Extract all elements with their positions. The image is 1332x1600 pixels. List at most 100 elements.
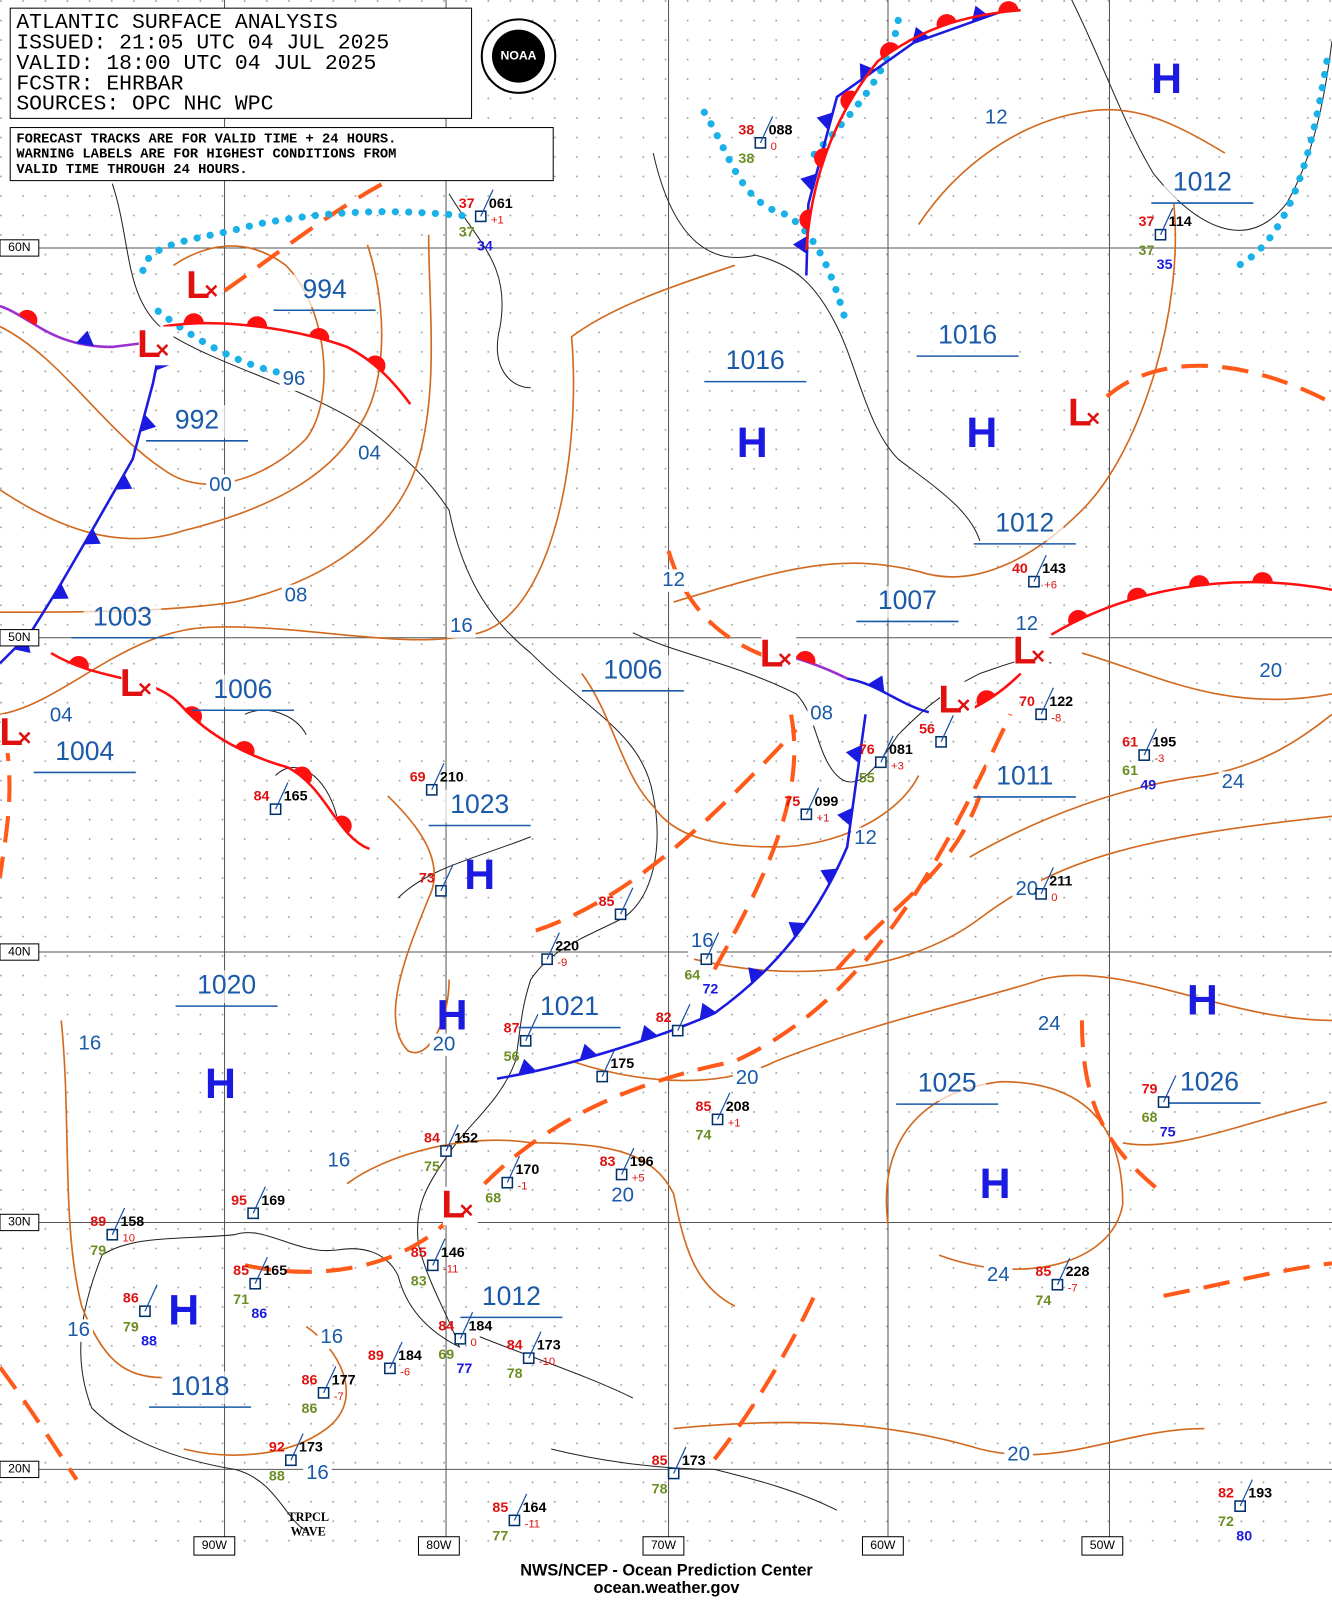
low-center: L — [938, 678, 962, 721]
label-backdrop — [868, 585, 947, 619]
logo-text: NOAA — [500, 48, 536, 62]
station-pressure: 211 — [1049, 873, 1072, 889]
front-pip-semicircle — [335, 815, 352, 834]
isobar-label: 24 — [1038, 1013, 1061, 1035]
wind-barb — [1040, 867, 1054, 895]
lon-label: 70W — [651, 1538, 677, 1552]
wind-barb — [513, 1493, 528, 1521]
station-dewpoint: 78 — [507, 1366, 523, 1382]
lat-label: 60N — [8, 240, 30, 254]
station-temperature: 82 — [656, 1010, 672, 1026]
station-tendency: -10 — [539, 1356, 555, 1368]
lat-label-box — [0, 239, 40, 257]
front-pip-triangle — [820, 868, 838, 885]
wind-barb — [323, 1366, 337, 1394]
isobar-label: 20 — [736, 1067, 759, 1089]
label-backdrop — [472, 1281, 551, 1315]
lat-label: 20N — [8, 1462, 30, 1476]
note-line: VALID TIME THROUGH 24 HOURS. — [16, 163, 247, 178]
pressure-label: 1018 — [171, 1371, 230, 1401]
wind-barb — [254, 1256, 268, 1284]
isobar-label: 04 — [358, 442, 381, 464]
station-dewpoint: 68 — [1142, 1110, 1158, 1126]
label-backdrop — [608, 1184, 637, 1208]
lat-label-box — [0, 1460, 40, 1479]
front-pip-semicircle — [840, 90, 856, 110]
front-pip-semicircle — [1068, 610, 1088, 625]
station-pressure: 122 — [1049, 694, 1073, 710]
low-center: L — [1068, 392, 1092, 435]
label-backdrop — [981, 107, 1011, 130]
station-wave-height: 88 — [141, 1334, 157, 1350]
wind-barb — [252, 1186, 266, 1214]
warm-front — [163, 321, 412, 405]
pressure-label: 1003 — [93, 601, 152, 631]
station-dewpoint: 71 — [233, 1292, 249, 1308]
wind-barb — [431, 763, 445, 791]
station-temperature: 56 — [919, 721, 935, 737]
ice-edge — [139, 16, 1331, 380]
station-pressure: 208 — [726, 1099, 750, 1115]
station-pressure: 158 — [120, 1214, 144, 1230]
lon-label-box — [861, 1536, 904, 1556]
station-wave-height: 35 — [1157, 257, 1173, 273]
wind-barb — [1163, 1075, 1177, 1103]
pressure-label: 992 — [175, 404, 219, 434]
label-backdrop — [1004, 1443, 1033, 1467]
station-pressure: 114 — [1169, 214, 1192, 230]
label-backdrop — [659, 569, 688, 592]
station-temperature: 61 — [1122, 735, 1138, 751]
station-pressure: 088 — [769, 122, 793, 138]
wind-barb — [525, 1014, 539, 1042]
lon-label: 90W — [202, 1538, 228, 1552]
pressure-label: 1026 — [1180, 1067, 1239, 1097]
station-temperature: 84 — [254, 789, 270, 805]
label-backdrop — [440, 789, 519, 823]
isobar-label: 12 — [1015, 613, 1038, 635]
front-pip-triangle — [792, 235, 808, 255]
pressure-label: 994 — [302, 274, 346, 304]
pressure-label: 1016 — [938, 320, 997, 350]
front-pip-triangle — [859, 63, 876, 81]
low-x-mark — [957, 699, 970, 712]
warm-front — [50, 651, 370, 851]
isobar-label: 24 — [987, 1264, 1010, 1286]
front-pip-triangle — [816, 112, 833, 131]
label-backdrop — [716, 345, 795, 379]
pressure-label: 1023 — [450, 789, 509, 819]
low-center: L — [120, 662, 144, 705]
station-dewpoint: 72 — [1218, 1514, 1234, 1530]
station-temperature: 85 — [599, 894, 615, 910]
station-pressure: 061 — [489, 196, 513, 212]
station-temperature: 89 — [368, 1348, 384, 1364]
lon-label-box — [417, 1536, 460, 1556]
wind-barb — [705, 932, 720, 960]
footer-line: NWS/NCEP - Ocean Prediction Center — [520, 1562, 813, 1580]
station-tendency: -6 — [400, 1366, 410, 1378]
label-backdrop — [530, 991, 609, 1025]
label-backdrop — [985, 761, 1064, 794]
high-center: H — [980, 1160, 1011, 1208]
station-pressure: 146 — [441, 1245, 465, 1261]
wind-barb — [506, 1155, 521, 1183]
station-pressure: 210 — [440, 769, 464, 785]
station-temperature: 76 — [859, 742, 875, 758]
front-pip-semicircle — [1189, 575, 1210, 587]
wind-barb — [389, 1341, 403, 1369]
isobars — [0, 108, 1332, 1456]
low-x-mark — [138, 682, 151, 695]
low-center: L — [441, 1183, 465, 1226]
isobar-label: 08 — [810, 703, 833, 725]
isobar-label: 00 — [209, 474, 232, 496]
wind-barb — [546, 932, 560, 960]
front-pip-semicircle — [1252, 572, 1273, 583]
isobar-label: 20 — [1259, 660, 1282, 682]
note-line: WARNING LABELS ARE FOR HIGHEST CONDITION… — [16, 148, 396, 163]
high-center: H — [464, 851, 495, 899]
wind-barb — [290, 1433, 304, 1461]
pressure-label: 1006 — [213, 674, 272, 704]
low-center: L — [137, 323, 161, 366]
station-marker — [671, 1024, 684, 1037]
station-dewpoint: 79 — [90, 1243, 106, 1259]
station-marker — [1035, 888, 1047, 900]
